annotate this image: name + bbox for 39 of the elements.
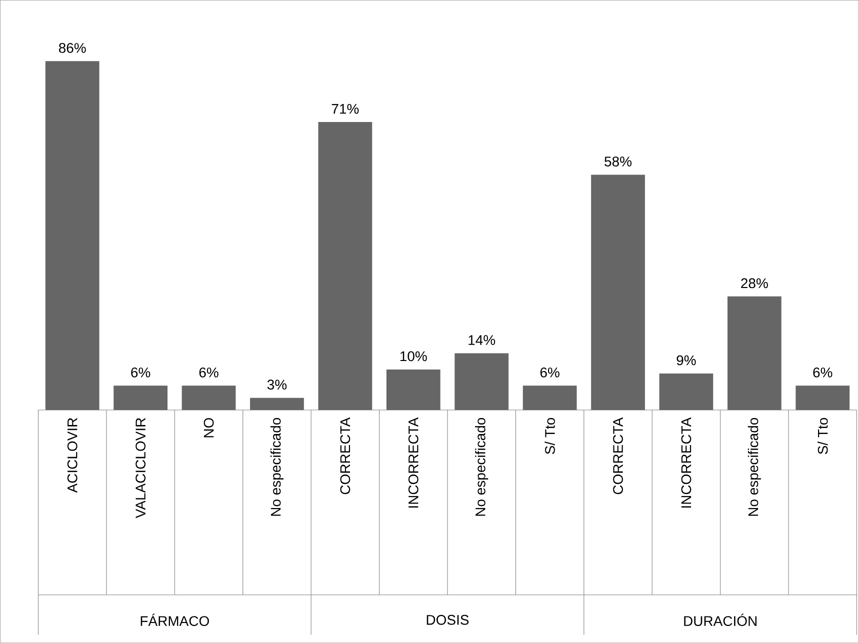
x-tick-label: S/ Tto (818, 418, 828, 454)
bar (318, 122, 372, 410)
x-tick-label: INCORRECTA (408, 417, 418, 508)
x-tick-label: CORRECTA (340, 417, 350, 494)
text: DOSIS (426, 614, 469, 625)
x-tick-label: VALACICLOVIR (136, 418, 146, 518)
x-tick-label: NO (204, 418, 214, 438)
x-tick-label: No especificado (475, 418, 488, 516)
bar (45, 61, 100, 410)
text: FÁRMACO (140, 614, 209, 626)
data-label: 10% (400, 351, 427, 362)
data-label: 14% (468, 335, 496, 345)
x-tick-label: CORRECTA (613, 417, 623, 494)
data-label: 3% (267, 380, 287, 390)
bar (386, 369, 440, 410)
data-label: 86% (58, 42, 86, 53)
x-tick-label: ACICLOVIR (67, 418, 78, 493)
data-label: 6% (813, 367, 832, 378)
bar (114, 386, 168, 410)
data-label: 9% (676, 355, 696, 366)
text: DURACIÓN (684, 614, 756, 626)
bar (522, 386, 577, 410)
x-tick-label: No especificado (748, 418, 761, 516)
bar (659, 373, 714, 410)
data-label: 71% (332, 104, 359, 114)
data-label: 58% (604, 156, 632, 166)
bar (591, 174, 645, 410)
data-label: 6% (131, 367, 150, 378)
data-label: 28% (741, 278, 768, 288)
x-tick-label: No especificado (270, 418, 284, 516)
bar (250, 398, 304, 410)
bar (727, 296, 782, 410)
bar (182, 386, 236, 410)
bar (796, 386, 850, 410)
data-label: 6% (540, 367, 560, 378)
x-tick-label: S/ Tto (544, 418, 555, 454)
bar (454, 353, 509, 410)
data-label: 6% (199, 367, 218, 378)
x-tick-label: INCORRECTA (681, 417, 692, 508)
